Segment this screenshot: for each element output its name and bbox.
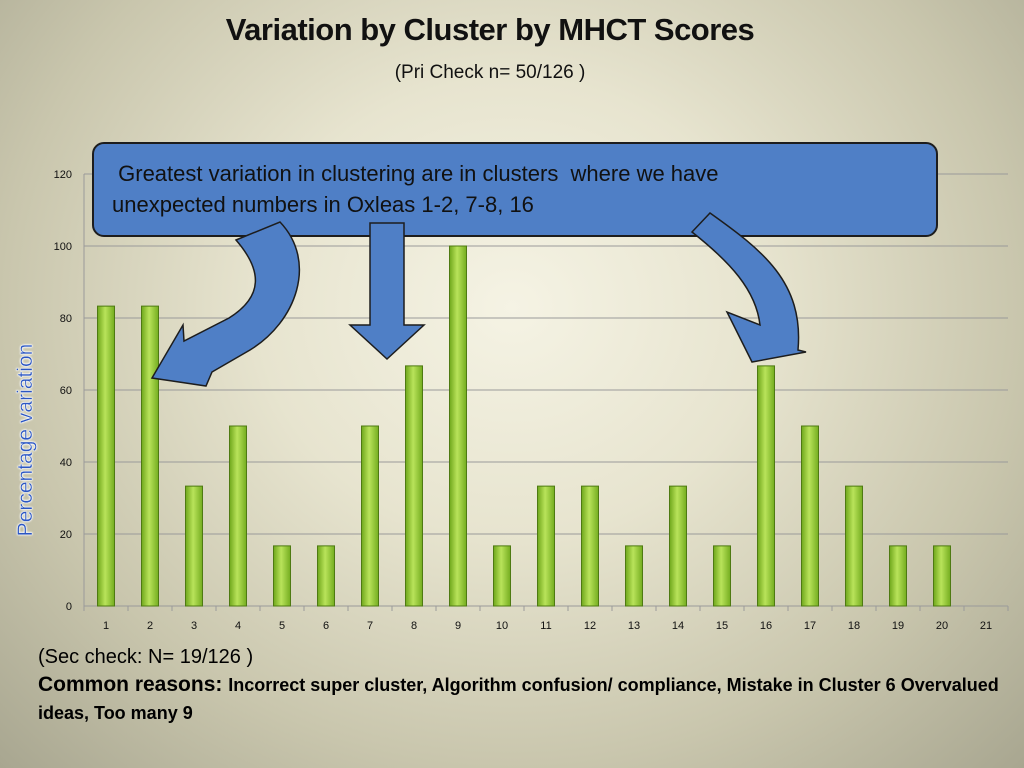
y-tick-label: 80 — [60, 313, 72, 325]
bar-cluster-6 — [317, 545, 335, 607]
arrow-to-clusters-1-2 — [150, 221, 301, 387]
bar-cluster-4 — [229, 425, 247, 607]
x-tick-label: 14 — [672, 620, 684, 632]
bar-cluster-19 — [889, 545, 907, 607]
x-tick-label: 10 — [496, 620, 508, 632]
slide-title: Variation by Cluster by MHCT Scores — [225, 12, 755, 47]
x-tick-label: 13 — [628, 620, 640, 632]
x-tick-label: 8 — [411, 620, 417, 632]
y-tick-label: 100 — [54, 241, 72, 253]
y-tick-label: 20 — [60, 529, 72, 541]
x-tick-label: 5 — [279, 620, 285, 632]
arrow-to-clusters-7-8 — [348, 222, 426, 361]
y-tick-label: 0 — [66, 601, 72, 613]
bar-cluster-2 — [141, 305, 159, 607]
bar-cluster-7 — [361, 425, 379, 607]
slide-subtitle: (Pri Check n= 50/126 ) — [394, 62, 586, 83]
x-tick-label: 12 — [584, 620, 596, 632]
common-reasons: Common reasons: Incorrect super cluster,… — [38, 671, 1008, 727]
y-tick-label: 60 — [60, 385, 72, 397]
bar-cluster-15 — [713, 545, 731, 607]
x-tick-label: 17 — [804, 620, 816, 632]
callout-box: Greatest variation in clustering are in … — [92, 142, 938, 237]
x-tick-label: 6 — [323, 620, 329, 632]
bar-cluster-14 — [669, 485, 687, 607]
callout-line-2: unexpected numbers in Oxleas 1-2, 7-8, 1… — [112, 192, 534, 217]
y-tick-label: 120 — [54, 169, 72, 181]
reasons-text: Incorrect super cluster, Algorithm confu… — [38, 675, 999, 723]
bar-cluster-16 — [757, 365, 775, 607]
y-tick-label: 40 — [60, 457, 72, 469]
x-tick-label: 18 — [848, 620, 860, 632]
x-tick-label: 7 — [367, 620, 373, 632]
callout-line-1: Greatest variation in clustering are in … — [112, 161, 719, 186]
x-tick-label: 20 — [936, 620, 948, 632]
bar-cluster-18 — [845, 485, 863, 607]
bar-cluster-10 — [493, 545, 511, 607]
bar-cluster-5 — [273, 545, 291, 607]
x-tick-label: 19 — [892, 620, 904, 632]
x-tick-label: 4 — [235, 620, 241, 632]
bar-cluster-20 — [933, 545, 951, 607]
x-tick-label: 3 — [191, 620, 197, 632]
x-tick-label: 16 — [760, 620, 772, 632]
x-tick-label: 15 — [716, 620, 728, 632]
reasons-lead: Common reasons: — [38, 673, 229, 696]
bar-cluster-12 — [581, 485, 599, 607]
bar-cluster-1 — [97, 305, 115, 607]
x-tick-label: 21 — [980, 620, 992, 632]
arrow-to-cluster-16 — [690, 212, 807, 363]
x-tick-label: 9 — [455, 620, 461, 632]
bar-cluster-8 — [405, 365, 423, 607]
x-tick-label: 2 — [147, 620, 153, 632]
bar-cluster-17 — [801, 425, 819, 607]
bar-cluster-13 — [625, 545, 643, 607]
bar-cluster-9 — [449, 245, 467, 607]
x-tick-label: 11 — [540, 620, 551, 632]
sec-check-text: (Sec check: N= 19/126 ) — [38, 646, 254, 668]
bar-cluster-11 — [537, 485, 555, 607]
bar-cluster-3 — [185, 485, 203, 607]
footer-notes: (Sec check: N= 19/126 ) Common reasons: … — [38, 643, 1008, 727]
x-tick-label: 1 — [103, 620, 109, 632]
